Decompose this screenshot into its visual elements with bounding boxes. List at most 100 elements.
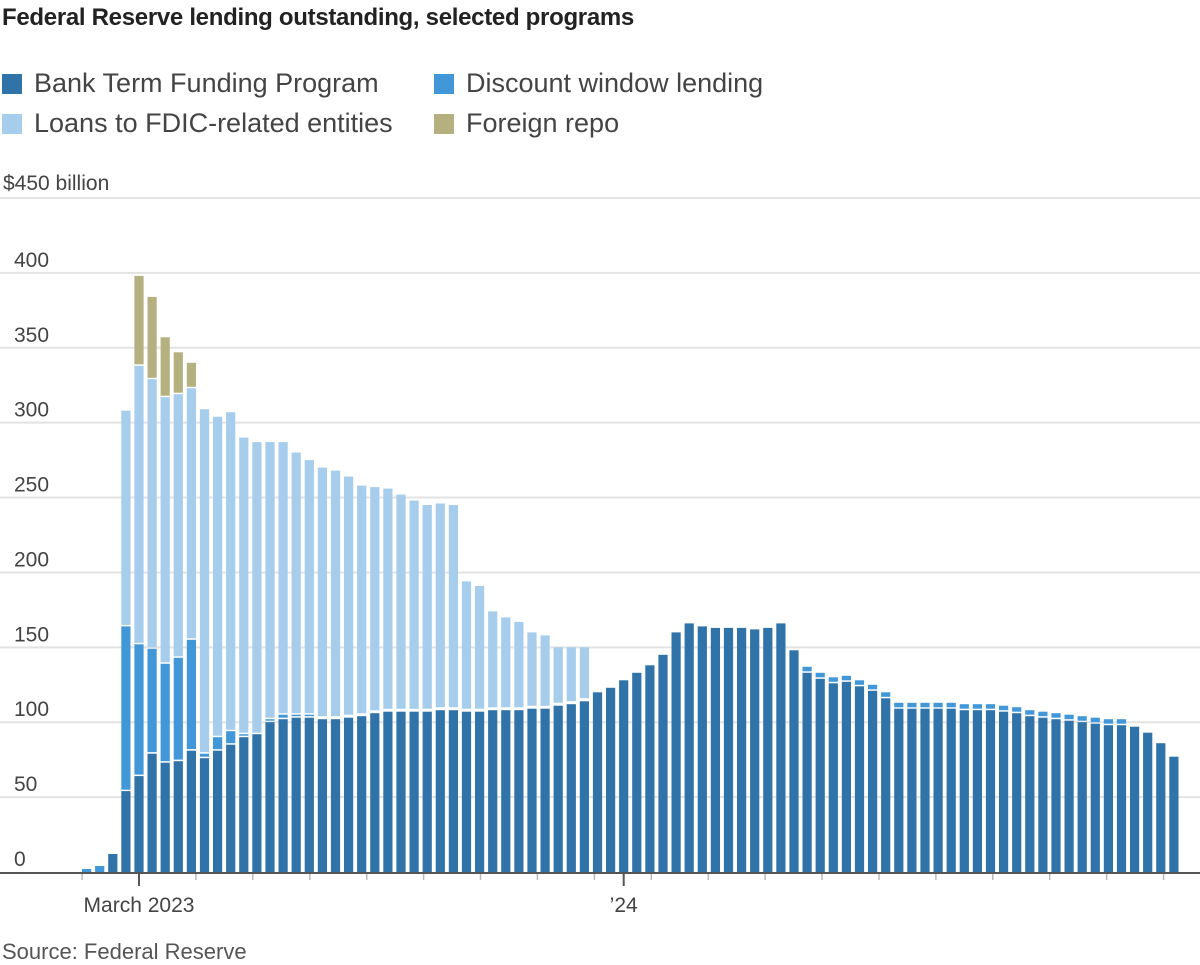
bar-segment	[933, 702, 943, 708]
bar-segment	[278, 719, 288, 872]
legend-swatch-btfp	[2, 73, 22, 94]
bar-segment	[907, 708, 917, 872]
bar-segment	[527, 632, 537, 706]
bar-segment	[789, 650, 799, 872]
bar-segment	[566, 704, 576, 872]
y-tick-label: 150	[14, 623, 49, 646]
bar-segment	[1103, 719, 1113, 724]
bar-segment	[514, 710, 524, 872]
bar-segment	[461, 711, 472, 872]
y-axis-unit-label: $450 billion	[3, 172, 110, 195]
bar-segment	[737, 627, 747, 872]
bar-segment	[985, 704, 996, 709]
bar-segment	[1064, 714, 1074, 720]
bar-segment	[213, 416, 223, 736]
bar-segment	[501, 710, 511, 872]
bar-segment	[619, 680, 629, 872]
bar-segment	[239, 437, 249, 733]
bar-segment	[213, 737, 223, 750]
bar-segment	[1077, 722, 1087, 872]
bar-segment	[776, 623, 786, 872]
legend-label-fdic: Loans to FDIC-related entities	[34, 108, 393, 138]
bar-segment	[173, 394, 183, 657]
bar-segment	[854, 686, 865, 872]
bar-segment	[383, 488, 393, 709]
bar-segment	[1090, 723, 1100, 872]
bar-segment	[1130, 726, 1140, 872]
bar-segment	[409, 500, 419, 709]
bar-segment	[723, 627, 734, 872]
bar-segment	[972, 710, 982, 872]
legend-swatch-discount-window	[434, 73, 454, 94]
bar-segment	[213, 750, 223, 872]
bar-segment	[1077, 716, 1087, 721]
bar-segment	[121, 410, 131, 625]
bar-segment	[134, 644, 144, 775]
bar-segment	[710, 627, 720, 872]
legend-swatch-fdic	[2, 113, 22, 134]
bar-segment	[226, 744, 236, 872]
y-tick-label: 50	[14, 773, 37, 796]
bar-segment	[422, 505, 432, 709]
bar-segment	[160, 397, 170, 663]
bar-segment	[501, 617, 511, 708]
bar-segment	[160, 337, 170, 396]
bar-segment	[802, 666, 812, 672]
bar-segment	[606, 687, 616, 872]
bar-segment	[226, 731, 236, 744]
bar-segment	[475, 711, 485, 872]
bar-segment	[920, 708, 930, 872]
bar-segment	[1051, 719, 1061, 872]
bar-segment	[579, 647, 589, 699]
bar-segment	[1025, 710, 1035, 715]
bar-segment	[291, 717, 301, 872]
bar-segment	[304, 460, 314, 714]
bar-segment	[802, 672, 812, 872]
bar-segment	[173, 657, 183, 760]
bar-segment	[252, 734, 262, 872]
bar-segment	[226, 412, 236, 730]
bar-segment	[632, 672, 642, 872]
bar-segment	[815, 672, 825, 678]
bar-segment	[357, 485, 367, 714]
bar-segment	[841, 675, 851, 681]
bar-segment	[186, 639, 196, 750]
bar-segment	[972, 704, 982, 709]
bar-segment	[199, 758, 210, 872]
source-note: Source: Federal Reserve	[2, 939, 247, 964]
bar-segment	[697, 626, 707, 872]
bar-segment	[592, 692, 603, 872]
y-tick-label: 100	[14, 698, 49, 721]
bar-segment	[671, 632, 681, 872]
bar-segment	[553, 705, 563, 872]
bar-segment	[370, 487, 380, 711]
bar-segment	[291, 452, 301, 714]
bar-segment	[684, 623, 694, 872]
bar-segment	[173, 761, 183, 872]
bar-segment	[448, 710, 458, 872]
bar-segment	[1169, 756, 1179, 872]
bar-segment	[540, 635, 550, 706]
y-tick-label: 250	[14, 474, 49, 497]
bar-segment	[527, 708, 537, 872]
bar-segment	[199, 409, 210, 753]
bar-segment	[147, 296, 157, 378]
bar-segment	[186, 362, 196, 387]
bar-segment	[1143, 732, 1153, 872]
legend-swatch-foreign-repo	[434, 113, 454, 134]
bar-segment	[1103, 725, 1113, 872]
bar-segment	[160, 762, 170, 872]
bar-segment	[1156, 743, 1166, 872]
bar-segment	[841, 681, 851, 872]
bar-segment	[317, 467, 327, 717]
bar-segment	[1051, 713, 1061, 718]
bar-segment	[278, 442, 288, 714]
legend-label-btfp: Bank Term Funding Program	[34, 68, 379, 98]
bar-segment	[396, 494, 406, 709]
bar-segment	[946, 708, 956, 872]
bar-segment	[828, 677, 838, 682]
bar-segment	[1012, 713, 1022, 872]
bar-segment	[304, 717, 314, 872]
bar-segment	[422, 711, 432, 872]
